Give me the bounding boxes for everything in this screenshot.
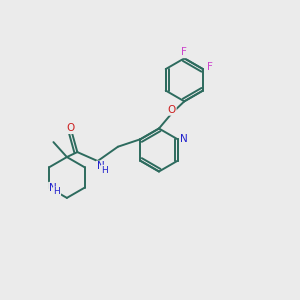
Text: F: F bbox=[182, 47, 187, 57]
Text: N: N bbox=[180, 134, 188, 144]
Text: N: N bbox=[49, 183, 57, 193]
Text: N: N bbox=[97, 161, 104, 171]
Text: H: H bbox=[54, 188, 60, 196]
Text: F: F bbox=[207, 62, 212, 72]
Text: H: H bbox=[101, 166, 108, 175]
Text: O: O bbox=[66, 123, 75, 133]
Text: O: O bbox=[167, 105, 176, 115]
